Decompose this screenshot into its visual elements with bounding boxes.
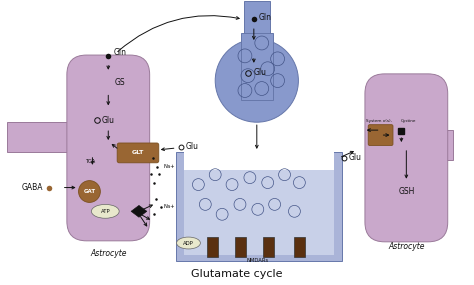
Text: System x(s)-: System x(s)- — [366, 119, 392, 123]
Text: GSH: GSH — [398, 187, 415, 196]
Polygon shape — [131, 205, 147, 217]
Text: Glu: Glu — [186, 142, 199, 151]
Text: Na+: Na+ — [164, 204, 175, 209]
Text: Na+: Na+ — [164, 164, 175, 169]
FancyBboxPatch shape — [368, 125, 393, 145]
FancyArrowPatch shape — [118, 16, 239, 51]
Text: Astrocyte: Astrocyte — [90, 249, 127, 258]
Text: GS: GS — [115, 78, 126, 87]
Circle shape — [215, 39, 299, 122]
Ellipse shape — [91, 204, 119, 218]
Text: Glu: Glu — [253, 68, 266, 77]
Text: NMDARs: NMDARs — [246, 258, 269, 263]
Bar — [183, 158, 334, 255]
Text: Glutamate cycle: Glutamate cycle — [191, 269, 283, 279]
Bar — [175, 152, 342, 261]
Ellipse shape — [177, 237, 201, 249]
FancyBboxPatch shape — [67, 55, 150, 241]
Text: Glu: Glu — [348, 153, 361, 162]
Text: Glu: Glu — [102, 116, 115, 125]
Bar — [183, 152, 334, 170]
FancyBboxPatch shape — [365, 74, 448, 242]
Bar — [7, 122, 89, 152]
Text: ADP: ADP — [183, 241, 194, 245]
Text: Gln: Gln — [258, 13, 271, 22]
Bar — [379, 130, 453, 160]
Text: GAT: GAT — [83, 189, 96, 194]
Ellipse shape — [79, 181, 100, 202]
Text: ATP: ATP — [100, 209, 110, 214]
Text: Cystine: Cystine — [401, 119, 416, 123]
Text: Gln: Gln — [114, 48, 127, 57]
Text: GABA: GABA — [21, 183, 43, 192]
Bar — [244, 1, 270, 36]
Bar — [241, 33, 273, 100]
Bar — [207, 237, 218, 257]
Text: TCA: TCA — [86, 159, 97, 164]
Bar — [263, 237, 273, 257]
Bar — [235, 237, 246, 257]
Text: GLT: GLT — [132, 150, 144, 155]
FancyBboxPatch shape — [117, 143, 159, 163]
Bar — [294, 237, 305, 257]
Text: Astrocyte: Astrocyte — [388, 243, 425, 251]
